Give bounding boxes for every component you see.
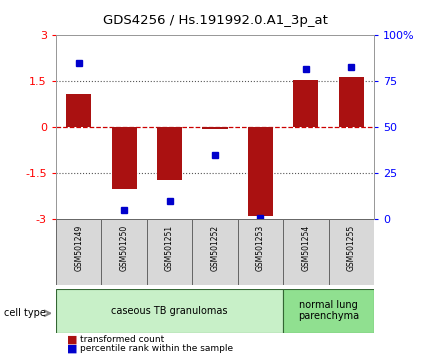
Bar xyxy=(112,127,137,189)
Text: caseous TB granulomas: caseous TB granulomas xyxy=(111,306,228,316)
Text: GSM501253: GSM501253 xyxy=(256,225,265,271)
Text: GSM501252: GSM501252 xyxy=(211,225,219,271)
Bar xyxy=(339,77,364,127)
FancyBboxPatch shape xyxy=(329,219,374,285)
Text: GSM501250: GSM501250 xyxy=(120,225,129,271)
FancyBboxPatch shape xyxy=(238,219,283,285)
FancyBboxPatch shape xyxy=(101,219,147,285)
Bar xyxy=(293,80,318,127)
Text: GSM501254: GSM501254 xyxy=(301,225,310,271)
Text: ■: ■ xyxy=(67,343,77,353)
Text: GSM501255: GSM501255 xyxy=(347,225,356,271)
FancyBboxPatch shape xyxy=(192,219,238,285)
Bar xyxy=(66,94,91,127)
Text: ■: ■ xyxy=(67,335,77,345)
Bar xyxy=(157,127,182,179)
FancyBboxPatch shape xyxy=(283,219,329,285)
Text: transformed count: transformed count xyxy=(80,335,164,344)
Text: GSM501249: GSM501249 xyxy=(74,225,83,271)
FancyBboxPatch shape xyxy=(56,219,101,285)
Text: GSM501251: GSM501251 xyxy=(165,225,174,271)
FancyBboxPatch shape xyxy=(56,289,283,333)
Text: GDS4256 / Hs.191992.0.A1_3p_at: GDS4256 / Hs.191992.0.A1_3p_at xyxy=(103,14,327,27)
Bar xyxy=(203,127,227,129)
FancyBboxPatch shape xyxy=(147,219,192,285)
FancyBboxPatch shape xyxy=(283,289,374,333)
Text: percentile rank within the sample: percentile rank within the sample xyxy=(80,344,233,353)
Bar xyxy=(248,127,273,216)
Text: cell type: cell type xyxy=(4,308,46,318)
Text: normal lung
parenchyma: normal lung parenchyma xyxy=(298,300,359,321)
